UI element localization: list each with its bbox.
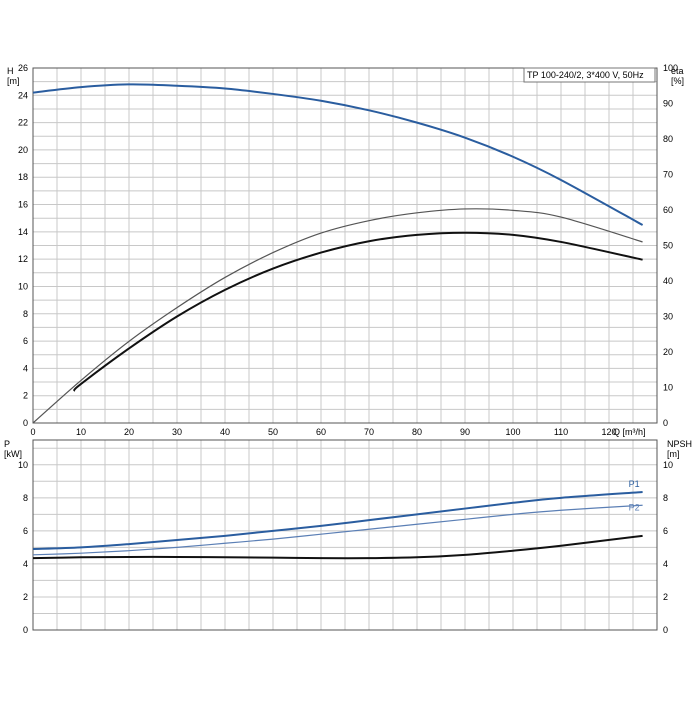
- x-tick-label: 20: [124, 427, 134, 437]
- y2-axis-label: eta: [671, 66, 684, 76]
- x-tick-label: 100: [505, 427, 520, 437]
- p-tick-label: 2: [23, 592, 28, 602]
- y-tick-label: 20: [18, 145, 28, 155]
- x-tick-label: 30: [172, 427, 182, 437]
- y2-tick-label: 80: [663, 134, 673, 144]
- chart-title: TP 100-240/2, 3*400 V, 50Hz: [527, 70, 644, 80]
- y-tick-label: 18: [18, 172, 28, 182]
- x-tick-label: 50: [268, 427, 278, 437]
- y2-tick-label: 30: [663, 312, 673, 322]
- x-tick-label: 10: [76, 427, 86, 437]
- npsh-tick-label: 10: [663, 460, 673, 470]
- x-tick-label: 110: [554, 427, 568, 437]
- npsh-tick-label: 4: [663, 559, 668, 569]
- y-tick-label: 14: [18, 227, 28, 237]
- series-line-1-1: [32, 504, 643, 556]
- y2-tick-label: 40: [663, 276, 673, 286]
- title-box: [523, 67, 656, 83]
- lower-plot-frame: [32, 439, 658, 631]
- legend: TP 100-240/2, 3*400 V, 50Hz: [523, 67, 656, 83]
- y-axis-label: [m]: [7, 76, 20, 86]
- series-line-0-0: [32, 83, 644, 226]
- y2-tick-label: 0: [663, 418, 668, 428]
- y2-tick-label: 60: [663, 205, 673, 215]
- p-tick-label: 10: [18, 460, 28, 470]
- p-axis-label: [kW]: [4, 449, 22, 459]
- y2-tick-label: 20: [663, 347, 673, 357]
- x-tick-label: 40: [220, 427, 230, 437]
- y-tick-label: 12: [18, 254, 28, 264]
- y-tick-label: 6: [23, 336, 28, 346]
- x-tick-label: 120: [601, 427, 616, 437]
- p-tick-label: 6: [23, 526, 28, 536]
- p-tick-label: 8: [23, 493, 28, 503]
- y-tick-label: 4: [23, 363, 28, 373]
- axis-text: 0 10 20 30 40 50 60 70 80 90 100 110 120024681012141…: [4, 63, 692, 635]
- npsh-axis-label: NPSH: [667, 439, 692, 449]
- y-tick-label: 8: [23, 309, 28, 319]
- y-axis-label: H: [7, 66, 14, 76]
- y-tick-label: 0: [23, 418, 28, 428]
- series-line-1-0: [32, 491, 643, 551]
- p-tick-label: 0: [23, 625, 28, 635]
- series-lines: [32, 83, 644, 560]
- y2-tick-label: 100: [663, 63, 678, 73]
- x-tick-label: 80: [412, 427, 422, 437]
- y-tick-label: 26: [18, 63, 28, 73]
- grid-lines: [32, 67, 658, 631]
- series-label: P2: [629, 502, 640, 512]
- series-label: P1: [629, 479, 640, 489]
- upper-plot-frame: [32, 67, 658, 424]
- series-line-0-1: [32, 208, 643, 424]
- x-tick-label: 0: [30, 427, 35, 437]
- y2-tick-label: 70: [663, 170, 673, 180]
- npsh-tick-label: 6: [663, 526, 668, 536]
- series-line-1-2: [32, 534, 643, 560]
- npsh-tick-label: 0: [663, 625, 668, 635]
- y-tick-label: 16: [18, 200, 28, 210]
- npsh-tick-label: 2: [663, 592, 668, 602]
- plot-frames: [32, 67, 658, 631]
- x-axis-label: Q [m³/h]: [613, 427, 646, 437]
- x-tick-label: 60: [316, 427, 326, 437]
- p-axis-label: P: [4, 439, 10, 449]
- npsh-axis-label: [m]: [667, 449, 680, 459]
- y-tick-label: 22: [18, 118, 28, 128]
- x-tick-label: 90: [460, 427, 470, 437]
- y2-axis-label: [%]: [671, 76, 684, 86]
- y2-tick-label: 10: [663, 383, 673, 393]
- y-tick-label: 2: [23, 391, 28, 401]
- y-tick-label: 10: [18, 281, 28, 291]
- x-tick-label: 70: [364, 427, 374, 437]
- npsh-tick-label: 8: [663, 493, 668, 503]
- series-line-0-2: [73, 231, 643, 392]
- y2-tick-label: 90: [663, 99, 673, 109]
- y-tick-label: 24: [18, 90, 28, 100]
- p-tick-label: 4: [23, 559, 28, 569]
- y2-tick-label: 50: [663, 241, 673, 251]
